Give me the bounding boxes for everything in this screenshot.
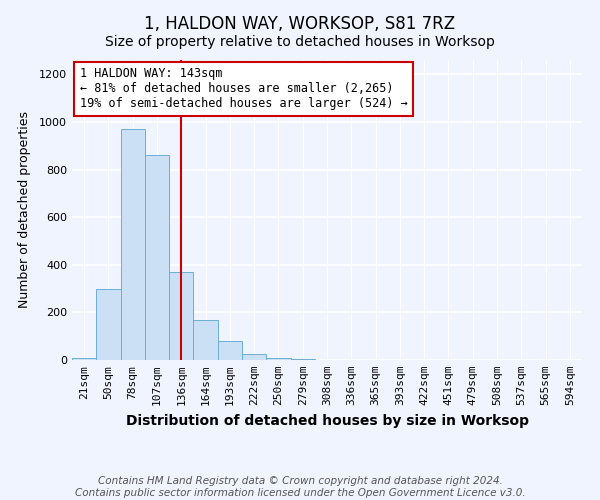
- Text: 1, HALDON WAY, WORKSOP, S81 7RZ: 1, HALDON WAY, WORKSOP, S81 7RZ: [145, 15, 455, 33]
- Bar: [290, 359, 315, 360]
- Text: 1 HALDON WAY: 143sqm
← 81% of detached houses are smaller (2,265)
19% of semi-de: 1 HALDON WAY: 143sqm ← 81% of detached h…: [80, 68, 407, 110]
- Bar: [96, 288, 121, 360]
- Text: Size of property relative to detached houses in Worksop: Size of property relative to detached ho…: [105, 35, 495, 49]
- Bar: [266, 358, 290, 360]
- Bar: [169, 272, 193, 360]
- Y-axis label: Number of detached properties: Number of detached properties: [17, 112, 31, 308]
- Bar: [193, 320, 218, 360]
- Bar: [72, 358, 96, 360]
- Bar: [218, 341, 242, 360]
- Bar: [242, 354, 266, 360]
- Bar: [145, 155, 169, 360]
- Text: Contains HM Land Registry data © Crown copyright and database right 2024.
Contai: Contains HM Land Registry data © Crown c…: [74, 476, 526, 498]
- X-axis label: Distribution of detached houses by size in Worksop: Distribution of detached houses by size …: [125, 414, 529, 428]
- Bar: [121, 129, 145, 360]
